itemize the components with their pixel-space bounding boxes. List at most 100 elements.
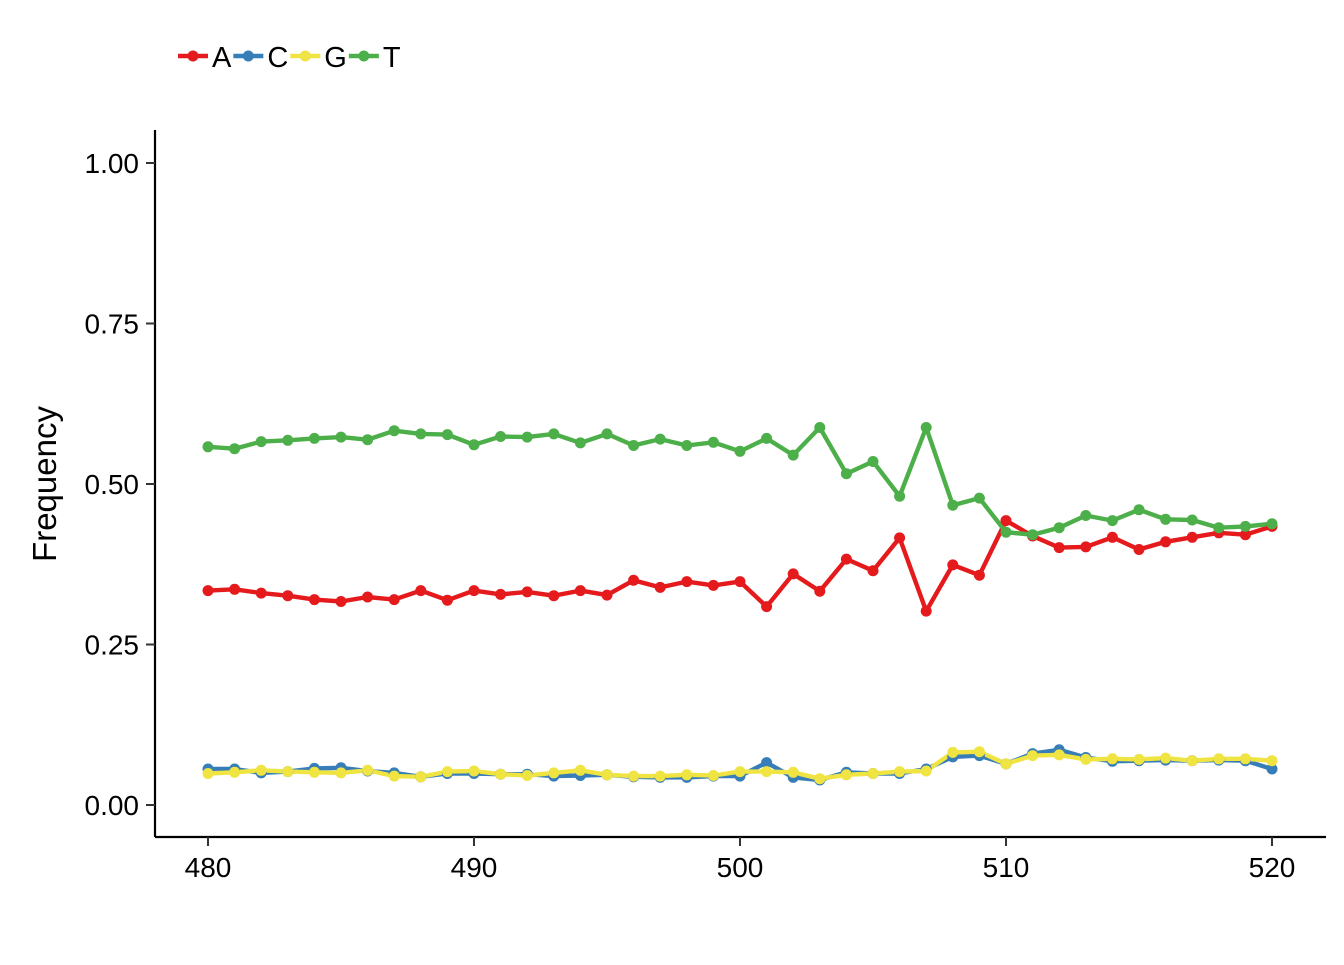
legend-key-point — [187, 50, 199, 62]
point-g — [1266, 755, 1278, 767]
point-t — [1186, 514, 1198, 526]
point-g — [388, 770, 400, 782]
point-t — [814, 422, 826, 433]
point-a — [388, 594, 400, 606]
point-t — [255, 436, 267, 448]
point-g — [628, 770, 640, 782]
point-a — [548, 590, 560, 602]
point-t — [894, 490, 906, 502]
point-g — [548, 767, 560, 779]
point-c — [1266, 763, 1278, 775]
series-points-t — [202, 422, 1278, 541]
point-t — [628, 440, 640, 451]
point-g — [601, 769, 613, 781]
legend-label: C — [267, 42, 288, 74]
point-g — [574, 764, 586, 776]
point-a — [202, 585, 214, 597]
point-t — [973, 492, 985, 504]
point-g — [335, 767, 347, 779]
point-g — [894, 766, 906, 778]
point-a — [894, 532, 906, 544]
point-a — [787, 568, 799, 580]
point-a — [601, 589, 613, 601]
point-a — [1080, 541, 1092, 553]
point-a — [308, 594, 320, 606]
point-t — [734, 445, 746, 457]
point-a — [441, 594, 453, 606]
point-a — [814, 585, 826, 597]
point-t — [1080, 510, 1092, 521]
legend-label: G — [324, 42, 347, 74]
point-t — [707, 436, 719, 448]
point-t — [1239, 520, 1251, 532]
point-g — [761, 766, 773, 778]
y-tick-label: 0.25 — [85, 630, 140, 661]
point-g — [1053, 749, 1065, 761]
point-t — [548, 428, 560, 440]
legend-item-g: G — [290, 42, 347, 74]
series-points — [202, 422, 1278, 786]
point-a — [335, 596, 347, 607]
point-t — [441, 429, 453, 441]
point-g — [202, 768, 214, 779]
point-g — [840, 769, 852, 781]
point-g — [734, 766, 746, 778]
point-g — [1106, 753, 1118, 765]
point-g — [681, 769, 693, 781]
point-a — [255, 587, 267, 599]
point-t — [574, 437, 586, 449]
point-t — [1266, 518, 1278, 530]
legend-item-c: C — [233, 42, 288, 74]
point-g — [947, 746, 959, 758]
legend-key-point — [299, 50, 311, 62]
legend-item-a: A — [178, 42, 232, 74]
y-tick-label: 0.50 — [85, 469, 140, 500]
x-tick-label: 520 — [1249, 852, 1296, 883]
point-g — [1133, 753, 1145, 765]
legend-item-t: T — [348, 42, 401, 74]
point-g — [787, 766, 799, 778]
point-a — [1053, 542, 1065, 554]
point-t — [681, 440, 693, 451]
legend-label: A — [212, 42, 232, 74]
point-t — [362, 434, 374, 446]
point-t — [415, 428, 427, 440]
point-t — [787, 449, 799, 461]
point-t — [920, 422, 932, 433]
point-t — [229, 443, 241, 455]
point-a — [495, 588, 507, 600]
x-tick-label: 480 — [185, 852, 232, 883]
point-t — [867, 456, 879, 467]
point-t — [308, 432, 320, 444]
point-g — [1213, 753, 1225, 765]
point-g — [1000, 758, 1012, 770]
point-t — [601, 428, 613, 440]
point-g — [415, 771, 427, 783]
point-g — [814, 773, 826, 785]
point-a — [1160, 536, 1172, 548]
legend-label: T — [383, 42, 401, 74]
point-t — [495, 431, 507, 442]
point-g — [1239, 753, 1251, 765]
point-a — [1000, 515, 1012, 527]
point-c — [761, 757, 773, 769]
point-g — [867, 768, 879, 779]
point-g — [441, 766, 453, 778]
point-t — [282, 434, 294, 446]
point-a — [734, 576, 746, 588]
point-a — [920, 605, 932, 617]
point-t — [1053, 522, 1065, 534]
x-tick-label: 500 — [717, 852, 764, 883]
point-g — [920, 765, 932, 777]
y-tick-label: 0.75 — [85, 309, 140, 340]
point-t — [1160, 513, 1172, 525]
x-tick-label: 490 — [451, 852, 498, 883]
point-t — [1213, 522, 1225, 534]
point-a — [1133, 544, 1145, 555]
y-tick-label: 1.00 — [85, 148, 140, 179]
point-a — [229, 583, 241, 595]
point-a — [1106, 531, 1118, 543]
point-a — [867, 565, 879, 577]
